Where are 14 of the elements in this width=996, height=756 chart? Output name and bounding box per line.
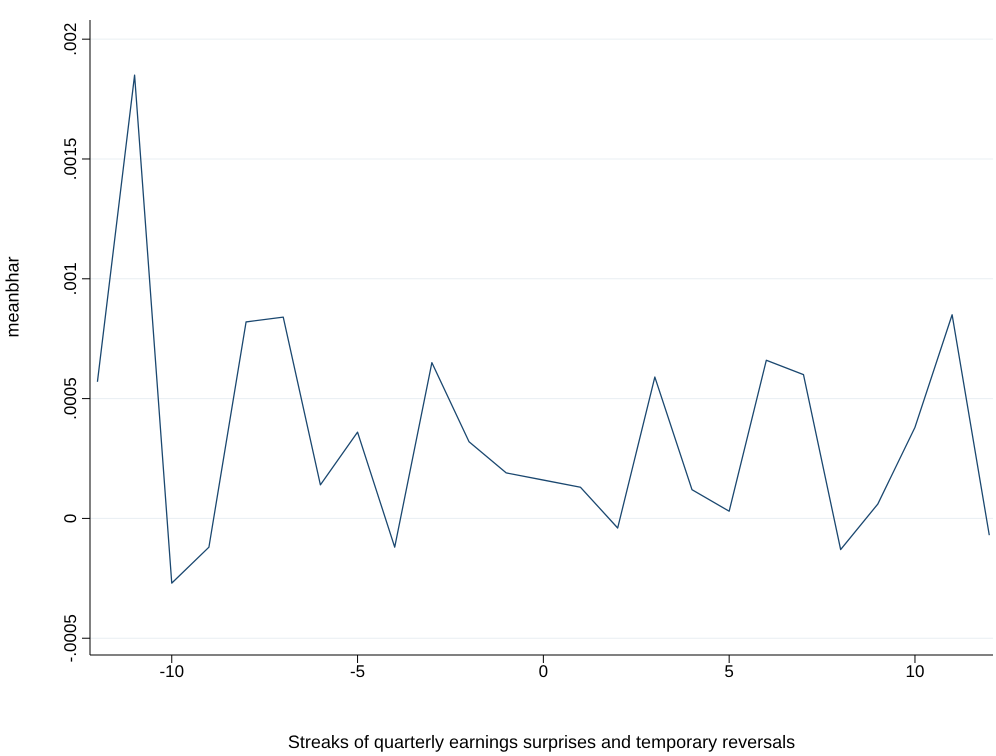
- x-tick-label: 0: [538, 662, 548, 682]
- y-tick-label: .0005: [61, 377, 80, 420]
- y-axis-title: meanbhar: [2, 256, 22, 338]
- x-tick-label: -5: [350, 662, 366, 682]
- x-axis-title: Streaks of quarterly earnings surprises and temporary reversals: [288, 732, 796, 752]
- x-tick-label: 10: [906, 662, 924, 682]
- y-tick-label: -.0005: [61, 614, 80, 662]
- y-tick-label: .0015: [61, 138, 80, 180]
- y-tick-label: 0: [61, 514, 80, 524]
- y-tick-label: .001: [61, 262, 80, 296]
- x-tick-label: -10: [159, 662, 184, 682]
- y-tick-label: .002: [61, 22, 80, 56]
- x-tick-label: 5: [724, 662, 734, 682]
- line-series: [96, 74, 990, 584]
